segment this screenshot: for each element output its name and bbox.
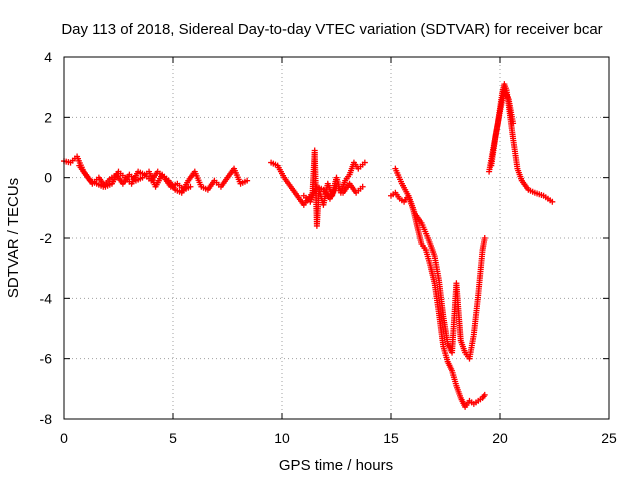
data-series (488, 87, 517, 169)
data-series (486, 81, 556, 205)
grid (64, 57, 609, 419)
data-point (244, 177, 251, 184)
data-point (481, 391, 488, 398)
x-tick-label: 0 (60, 430, 68, 446)
axis-ticks: 0 5 10 15 20 25 -8 -6 -4 -2 0 2 4 (40, 49, 617, 446)
plot-frame (63, 56, 610, 420)
y-tick-label: 0 (44, 170, 52, 186)
plot-area (61, 81, 556, 410)
x-tick-label: 25 (601, 430, 617, 446)
y-axis-label: SDTVAR / TECUs (5, 178, 22, 298)
data-point (361, 159, 368, 166)
data-series (300, 180, 366, 205)
y-tick-label: -4 (40, 290, 53, 306)
y-tick-label: -2 (40, 230, 53, 246)
y-tick-label: -6 (40, 351, 53, 367)
data-point (187, 183, 194, 190)
data-series (392, 165, 488, 362)
data-point (549, 198, 556, 205)
x-tick-label: 5 (169, 430, 177, 446)
y-tick-label: -8 (40, 411, 53, 427)
y-tick-label: 4 (44, 49, 52, 65)
data-series (388, 189, 488, 410)
data-point (359, 183, 366, 190)
data-series (76, 162, 194, 193)
y-tick-label: 2 (44, 109, 52, 125)
data-point (481, 235, 488, 241)
chart-title: Day 113 of 2018, Sidereal Day-to-day VTE… (61, 21, 602, 38)
x-tick-label: 20 (492, 430, 508, 446)
x-tick-label: 10 (274, 430, 290, 446)
data-point (510, 120, 517, 127)
x-tick-label: 15 (383, 430, 399, 446)
x-axis-label: GPS time / hours (279, 457, 393, 474)
